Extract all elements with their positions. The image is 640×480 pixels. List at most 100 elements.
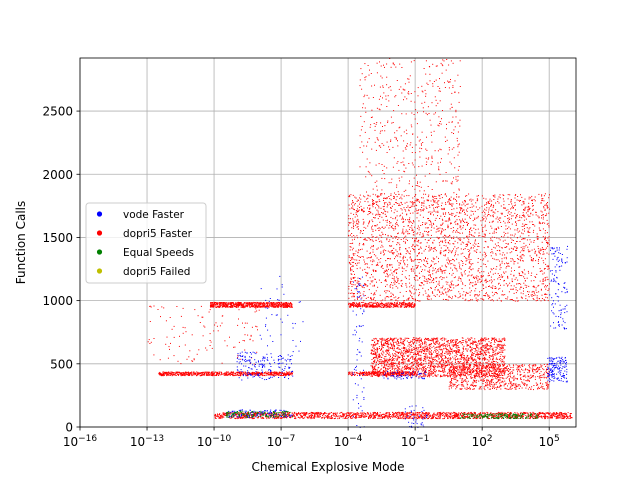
data-point <box>446 413 448 415</box>
data-point <box>235 302 237 304</box>
data-point <box>281 374 283 376</box>
data-point <box>461 416 463 418</box>
data-point <box>297 413 299 415</box>
data-point <box>205 371 207 373</box>
data-point <box>378 302 380 304</box>
data-point <box>490 237 492 239</box>
data-point <box>362 223 364 225</box>
data-point <box>561 412 562 414</box>
data-point <box>488 295 490 297</box>
data-point <box>438 417 440 419</box>
data-point <box>416 412 418 413</box>
data-point <box>363 415 365 417</box>
data-point <box>538 414 540 416</box>
data-point <box>222 304 224 306</box>
data-point <box>481 224 483 226</box>
data-point <box>548 226 550 228</box>
data-point <box>545 204 547 206</box>
data-point <box>372 414 374 416</box>
data-point <box>459 225 461 227</box>
data-point <box>372 229 374 231</box>
data-point <box>544 232 546 234</box>
data-point <box>493 413 494 415</box>
data-point <box>407 415 409 417</box>
data-point <box>468 267 470 269</box>
data-point <box>421 271 422 272</box>
data-point <box>527 230 529 232</box>
data-point <box>284 303 286 305</box>
data-point <box>420 209 422 211</box>
data-point <box>403 240 405 242</box>
data-point <box>223 303 225 305</box>
data-point <box>436 270 438 272</box>
data-point <box>541 211 543 213</box>
data-point <box>423 235 425 237</box>
data-point <box>216 304 218 306</box>
data-point <box>413 220 414 222</box>
data-point <box>396 303 398 305</box>
data-point <box>255 306 257 308</box>
data-point <box>301 416 303 418</box>
data-point <box>433 412 435 414</box>
data-point <box>362 218 364 220</box>
data-point <box>230 374 231 376</box>
data-point <box>395 412 397 413</box>
data-point <box>272 415 274 416</box>
data-point <box>410 415 412 417</box>
data-point <box>372 236 374 237</box>
data-point <box>263 374 265 376</box>
data-point <box>389 222 391 224</box>
data-point <box>512 299 513 301</box>
data-point <box>367 373 369 375</box>
data-point <box>349 222 351 224</box>
data-point <box>386 238 388 240</box>
data-point <box>384 226 386 228</box>
data-point <box>263 303 265 305</box>
data-point <box>425 413 427 415</box>
data-point <box>326 416 328 418</box>
data-point <box>432 414 434 416</box>
data-point <box>567 416 568 418</box>
data-point <box>495 202 497 204</box>
data-point <box>401 283 403 285</box>
data-point <box>436 207 438 209</box>
data-point <box>408 417 410 418</box>
data-point <box>546 203 548 205</box>
data-point <box>364 263 366 265</box>
data-point <box>536 413 538 415</box>
data-point <box>239 375 241 377</box>
data-point <box>230 303 232 305</box>
data-point <box>447 412 449 414</box>
data-point <box>394 304 396 306</box>
data-point <box>564 412 566 414</box>
data-point <box>371 219 373 221</box>
data-point <box>357 237 359 239</box>
data-point <box>418 413 420 415</box>
data-point <box>287 412 289 414</box>
data-point <box>223 412 224 414</box>
data-point <box>356 219 358 221</box>
data-point <box>319 413 321 415</box>
data-point <box>349 306 351 307</box>
data-point <box>213 372 215 374</box>
data-point <box>458 232 460 233</box>
data-point <box>244 373 246 375</box>
data-point <box>406 412 408 413</box>
data-point <box>522 416 524 418</box>
data-point <box>428 247 430 248</box>
data-point <box>536 237 538 239</box>
data-point <box>538 222 540 224</box>
data-point <box>549 283 550 285</box>
data-point <box>352 304 354 306</box>
data-point <box>359 203 360 205</box>
data-point <box>397 287 399 289</box>
data-point <box>415 416 417 418</box>
data-point <box>494 415 496 417</box>
data-point <box>232 303 234 305</box>
data-point <box>321 412 322 414</box>
data-point <box>484 412 486 414</box>
data-point <box>479 412 481 414</box>
data-point <box>218 306 220 308</box>
data-point <box>558 416 560 418</box>
data-point <box>256 374 258 376</box>
